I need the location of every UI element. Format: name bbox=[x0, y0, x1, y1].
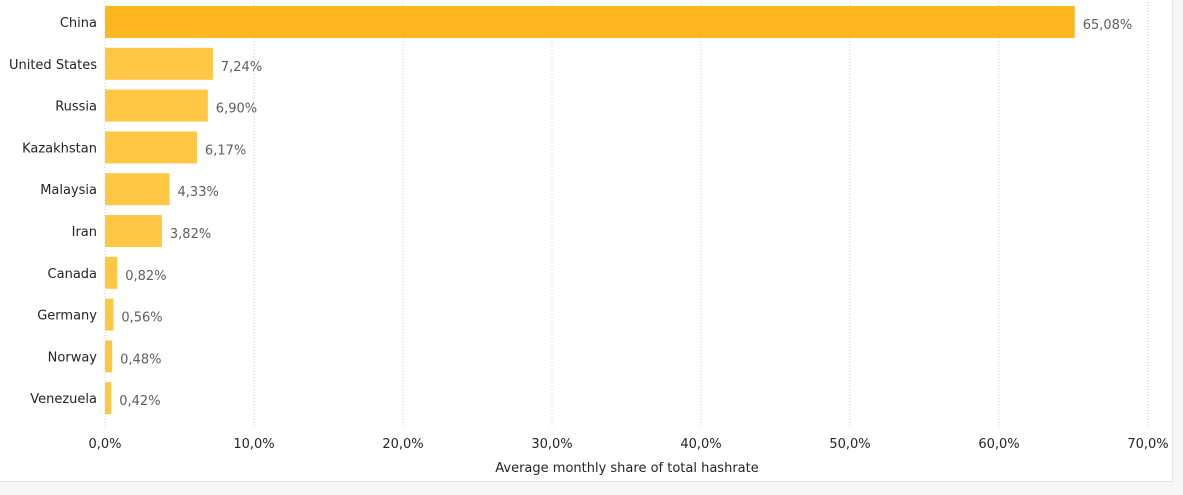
x-axis-title: Average monthly share of total hashrate bbox=[495, 461, 758, 476]
data-label: 0,56% bbox=[121, 311, 162, 326]
bar[interactable] bbox=[105, 47, 213, 80]
bar[interactable] bbox=[105, 215, 162, 247]
data-label: 0,42% bbox=[119, 394, 160, 409]
category-label: United States bbox=[9, 58, 97, 73]
data-label: 6,17% bbox=[205, 143, 246, 158]
category-label: Canada bbox=[48, 267, 97, 282]
x-tick-label: 10,0% bbox=[233, 437, 274, 452]
data-label: 4,33% bbox=[178, 185, 219, 200]
category-label: Russia bbox=[55, 100, 97, 115]
category-label: Norway bbox=[48, 350, 98, 365]
data-label: 0,82% bbox=[125, 269, 166, 284]
x-tick-label: 70,0% bbox=[1127, 437, 1168, 452]
bar[interactable] bbox=[105, 298, 114, 331]
bar[interactable] bbox=[105, 173, 170, 206]
bar[interactable] bbox=[105, 6, 1075, 38]
bar[interactable] bbox=[105, 131, 197, 164]
x-tick-label: 30,0% bbox=[531, 437, 572, 452]
data-label: 3,82% bbox=[170, 227, 211, 242]
bars bbox=[105, 6, 1075, 415]
x-tick-label: 50,0% bbox=[829, 437, 870, 452]
data-labels: 65,08% 7,24% 6,90% 6,17% 4,33% 3,82% 0,82% 0,56… bbox=[119, 18, 1132, 409]
bar[interactable] bbox=[105, 382, 112, 415]
data-label: 6,90% bbox=[216, 102, 257, 117]
bar[interactable] bbox=[105, 340, 113, 373]
data-label: 0,48% bbox=[120, 352, 161, 367]
chart-panel: China United States Russia Kazakhstan Malays… bbox=[0, 0, 1173, 482]
bar[interactable] bbox=[105, 89, 208, 122]
category-label: Venezuela bbox=[30, 392, 97, 407]
category-label: Malaysia bbox=[40, 183, 97, 198]
x-tick-label: 20,0% bbox=[382, 437, 423, 452]
category-label: Iran bbox=[72, 225, 97, 240]
category-label: Germany bbox=[37, 309, 97, 324]
x-tick-label: 0,0% bbox=[88, 437, 121, 452]
category-label: China bbox=[60, 16, 97, 31]
x-axis-tick-labels: 0,0% 10,0% 20,0% 30,0% 40,0% 50,0% 60,0% 70,0% bbox=[88, 437, 1168, 452]
data-label: 65,08% bbox=[1083, 18, 1133, 33]
bar[interactable] bbox=[105, 256, 118, 289]
x-tick-label: 60,0% bbox=[978, 437, 1019, 452]
x-tick-label: 40,0% bbox=[680, 437, 721, 452]
category-labels: China United States Russia Kazakhstan Malays… bbox=[9, 16, 97, 407]
hashrate-bar-chart: China United States Russia Kazakhstan Malays… bbox=[9, 2, 1169, 476]
data-label: 7,24% bbox=[221, 60, 262, 75]
category-label: Kazakhstan bbox=[22, 141, 97, 156]
